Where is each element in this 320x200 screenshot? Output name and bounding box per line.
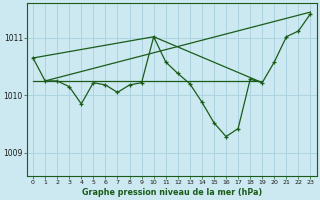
X-axis label: Graphe pression niveau de la mer (hPa): Graphe pression niveau de la mer (hPa) (82, 188, 262, 197)
